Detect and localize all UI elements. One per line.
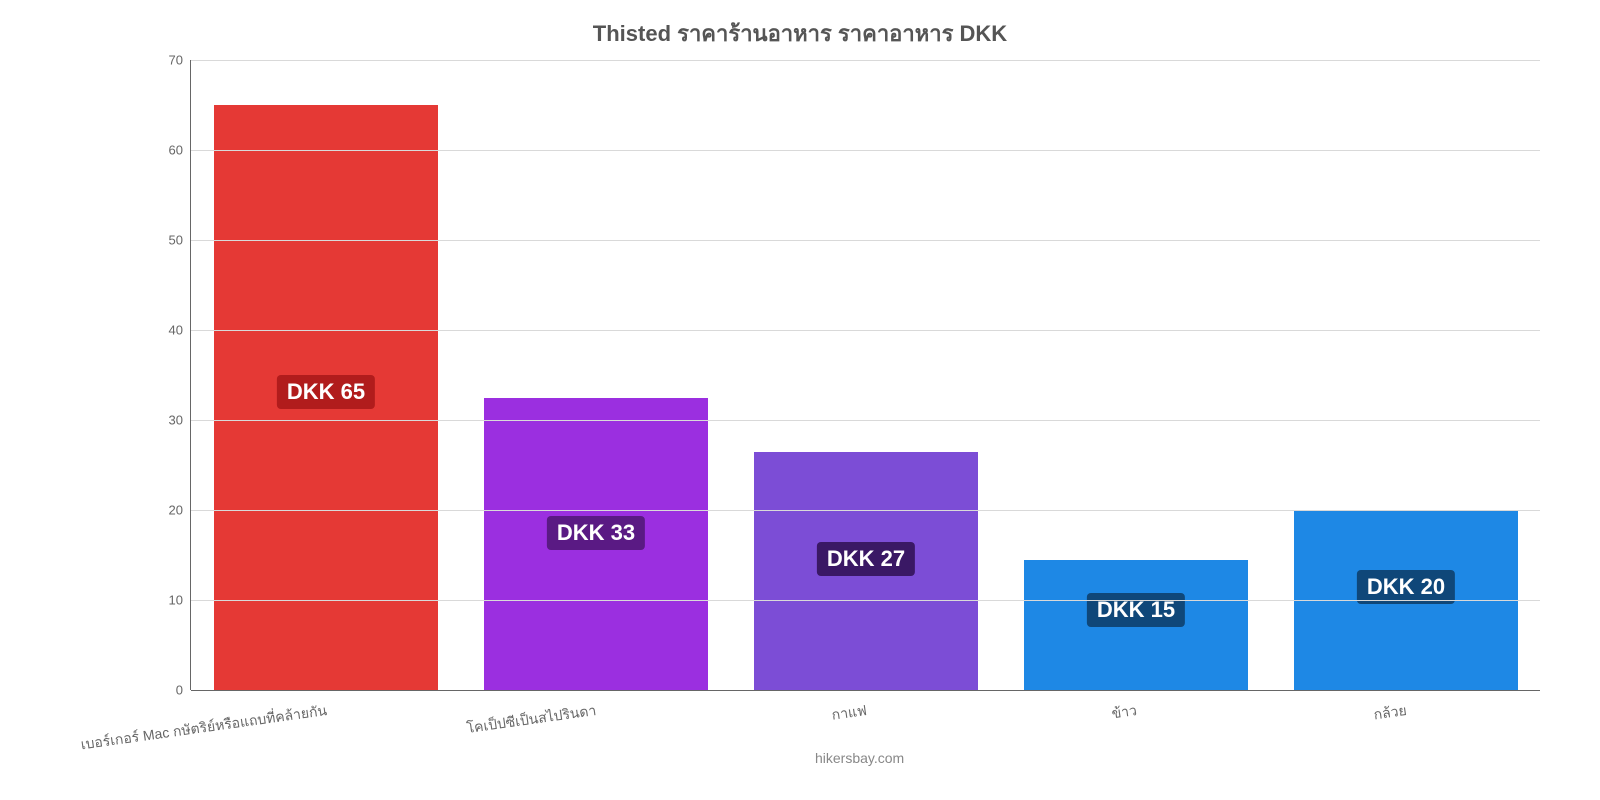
bar-value-label: DKK 33 — [547, 516, 645, 550]
x-tick-label: เบอร์เกอร์ Mac กษัตริย์หรือแถบที่คล้ายกั… — [79, 700, 328, 756]
gridline — [191, 60, 1540, 61]
bar: DKK 27 — [754, 452, 978, 691]
y-tick-label: 20 — [169, 503, 183, 518]
gridline — [191, 510, 1540, 511]
bar-value-label: DKK 15 — [1087, 593, 1185, 627]
bar-value-label: DKK 20 — [1357, 570, 1455, 604]
bar: DKK 15 — [1024, 560, 1248, 691]
x-tick-label: ข้าว — [1110, 700, 1138, 725]
x-axis — [191, 690, 1540, 691]
x-tick-label: กาแฟ — [830, 700, 868, 727]
bar-value-label: DKK 65 — [277, 375, 375, 409]
y-tick-label: 70 — [169, 53, 183, 68]
gridline — [191, 240, 1540, 241]
y-tick-label: 10 — [169, 593, 183, 608]
gridline — [191, 150, 1540, 151]
source-label: hikersbay.com — [815, 750, 904, 766]
gridline — [191, 420, 1540, 421]
y-tick-label: 40 — [169, 323, 183, 338]
price-bar-chart: Thisted ราคาร้านอาหาร ราคาอาหาร DKK DKK … — [0, 0, 1600, 800]
bar-value-label: DKK 27 — [817, 542, 915, 576]
gridline — [191, 330, 1540, 331]
plot-area: DKK 65DKK 33DKK 27DKK 15DKK 20 010203040… — [190, 60, 1540, 690]
y-tick-label: 60 — [169, 143, 183, 158]
bar: DKK 33 — [484, 398, 708, 691]
bar: DKK 65 — [214, 105, 438, 690]
gridline — [191, 600, 1540, 601]
y-tick-label: 0 — [176, 683, 183, 698]
chart-title: Thisted ราคาร้านอาหาร ราคาอาหาร DKK — [0, 16, 1600, 51]
bars-container: DKK 65 DKK 33 DKK 27 DKK 15 DKK 20 — [191, 60, 1540, 690]
x-tick-label: กล้วย — [1372, 700, 1408, 726]
x-tick-label: โคเป็ปซีเป็นสไปรินดา — [466, 700, 598, 740]
y-tick-label: 30 — [169, 413, 183, 428]
y-tick-label: 50 — [169, 233, 183, 248]
